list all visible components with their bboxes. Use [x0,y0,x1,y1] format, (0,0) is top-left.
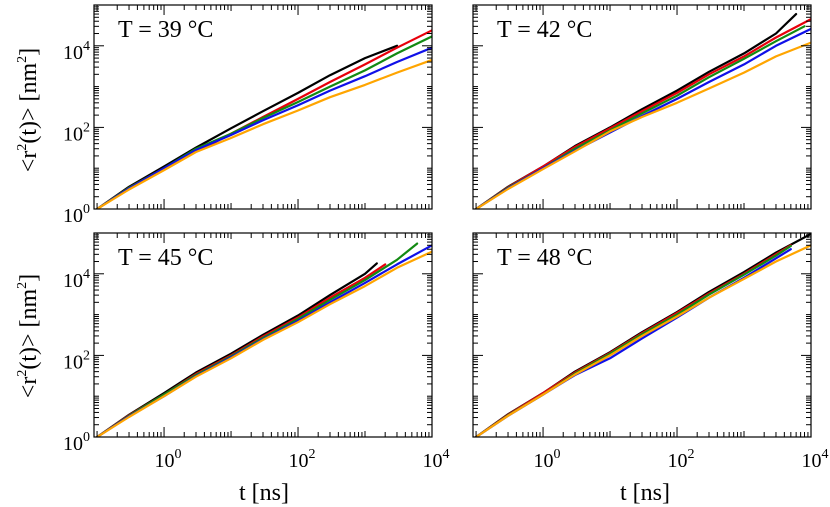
x-tick-label: 104 [423,447,450,472]
y-tick-label-exponent: 2 [83,348,90,363]
series-group [475,233,811,437]
panel-temperature-label: T = 42 °C [497,17,592,43]
x-tick-label-base: 10 [668,450,688,472]
x-tick-label-base: 10 [155,450,175,472]
series-line-orange [95,58,432,209]
series-line-green [95,242,419,437]
y-tick-label: 102 [63,120,90,145]
series-line-blue [95,244,432,437]
y-tick-label-exponent: 4 [83,267,90,282]
x-tick-label-base: 10 [423,450,443,472]
y-tick-label-base: 10 [63,351,83,373]
series-line-blue [475,27,811,209]
y-tick-label-base: 10 [63,205,83,227]
series-line-blue [475,248,792,437]
x-axis-title-left: t [ns] [239,480,289,506]
x-tick-label: 100 [155,447,182,472]
x-tick-label: 104 [802,447,829,472]
series-line-red [475,18,811,209]
y-tick-label-exponent: 2 [83,120,90,135]
series-group [475,13,811,209]
y-axis-title-top: <r2(t)> [nm2] [15,48,42,172]
x-tick-label-exponent: 4 [443,447,450,462]
series-line-orange [95,250,432,437]
x-axis-title-right: t [ns] [620,480,670,506]
y-tick-label-base: 10 [63,433,83,455]
x-tick-label: 100 [534,447,561,472]
panel-temperature-label: T = 39 °C [118,17,213,43]
panel-2: T = 42 °C [472,4,812,210]
y-axis-title-bottom: <r2(t)> [nm2] [15,274,42,398]
series-line-orange [475,41,811,209]
y-tick-label-base: 10 [63,270,83,292]
series-line-blue [95,46,432,209]
y-tick-label-exponent: 0 [83,430,90,445]
x-tick-label-exponent: 0 [175,447,182,462]
y-tick-label: 102 [63,348,90,373]
x-tick-label-exponent: 2 [309,447,316,462]
series-group [95,242,432,437]
x-tick-label-base: 10 [534,450,554,472]
y-tick-label-base: 10 [63,42,83,64]
panel-temperature-label: T = 45 °C [118,245,213,271]
panel-temperature-label: T = 48 °C [497,245,592,271]
y-tick-label-exponent: 0 [83,202,90,217]
y-tick-label: 104 [63,39,90,64]
y-tick-label-exponent: 4 [83,39,90,54]
x-tick-label-exponent: 0 [554,447,561,462]
x-tick-label: 102 [668,447,695,472]
y-tick-label: 100 [63,202,90,227]
x-tick-label-base: 10 [289,450,309,472]
x-tick-label-exponent: 2 [688,447,695,462]
y-tick-label-base: 10 [63,123,83,145]
series-group [95,29,432,209]
y-tick-label: 100 [63,430,90,455]
series-line-orange [475,244,811,437]
x-tick-label-base: 10 [802,450,822,472]
series-line-black [95,44,399,209]
x-tick-label: 102 [289,447,316,472]
y-tick-label: 104 [63,267,90,292]
x-tick-label-exponent: 4 [822,447,829,462]
